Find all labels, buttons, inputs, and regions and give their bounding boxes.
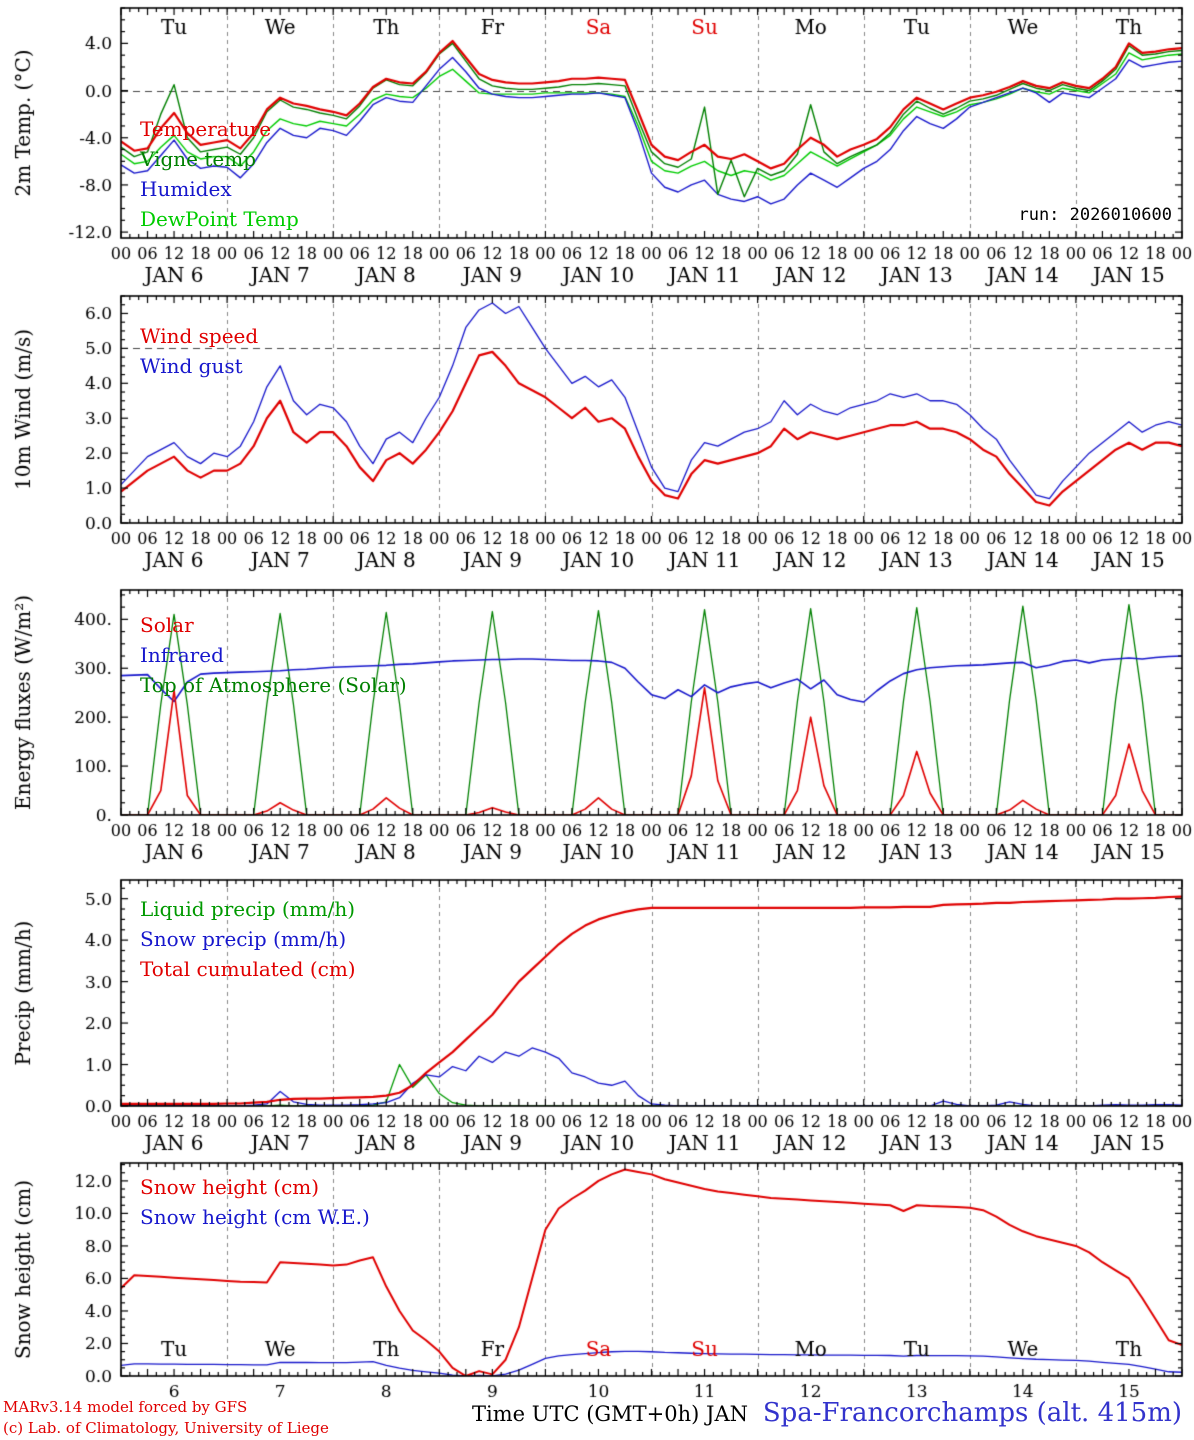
legend-wind-gust: Wind gust — [140, 354, 243, 378]
legend-solar: Solar — [140, 613, 194, 637]
station-label: Spa-Francorchamps (alt. 415m) — [762, 1398, 1182, 1428]
legend-snow-height-cm: Snow height (cm) — [140, 1175, 320, 1199]
credit-model-line: MARv3.14 model forced by GFS — [3, 1398, 248, 1416]
run-label: run: 2026010600 — [1018, 205, 1172, 225]
legend-temperature: Temperature — [140, 117, 272, 141]
legend-infrared: Infrared — [140, 643, 224, 667]
credit-lab-line: (c) Lab. of Climatology, University of L… — [3, 1419, 329, 1437]
legend-snow-height-cm-w-e: Snow height (cm W.E.) — [140, 1205, 370, 1229]
legend-vigne-temp: Vigne temp — [140, 147, 257, 171]
legend-liquid-precip-mm-h: Liquid precip (mm/h) — [140, 897, 356, 921]
legend-total-cumulated-cm: Total cumulated (cm) — [140, 957, 356, 981]
legend-wind-speed: Wind speed — [140, 324, 259, 348]
legend-humidex: Humidex — [140, 177, 232, 201]
legend-dewpoint-temp: DewPoint Temp — [140, 207, 299, 231]
legend-snow-precip-mm-h: Snow precip (mm/h) — [140, 927, 347, 951]
time-axis-label: Time UTC (GMT+0h) JAN — [472, 1402, 748, 1426]
legend-top-of-atmosphere-solar: Top of Atmosphere (Solar) — [140, 673, 407, 697]
